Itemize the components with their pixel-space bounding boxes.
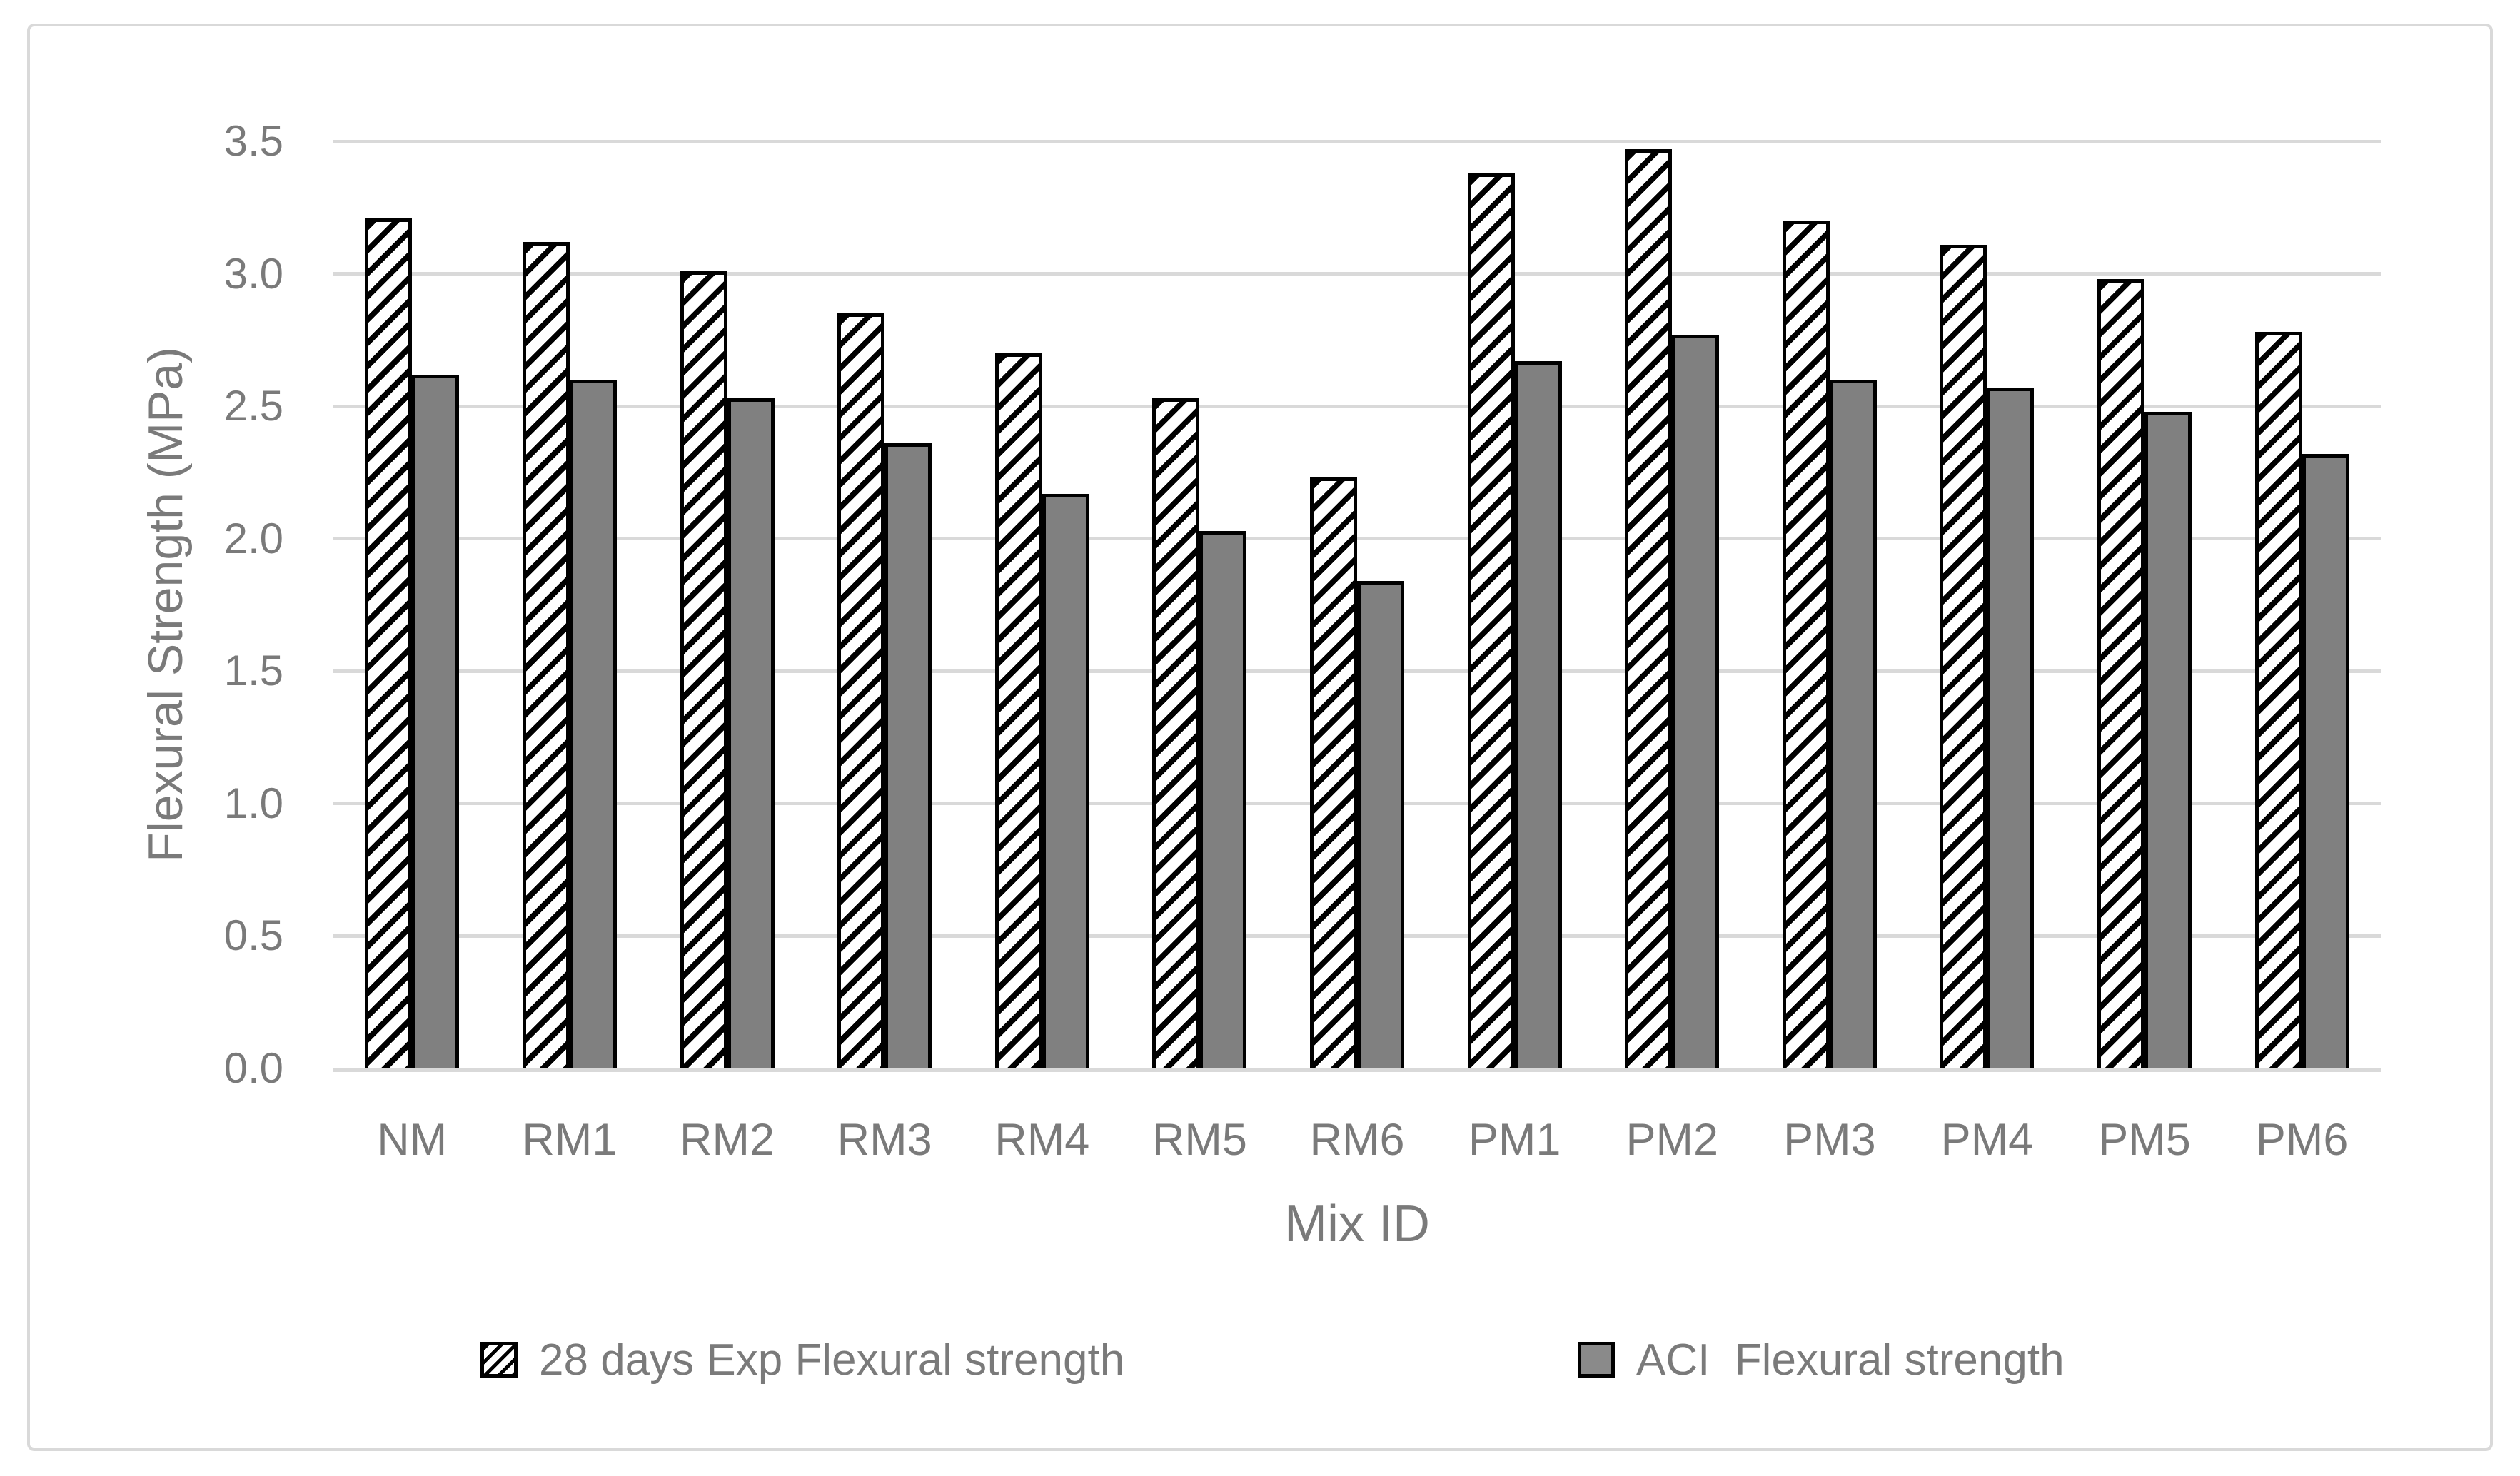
bar-exp-NM — [365, 218, 413, 1068]
bar-aci-RM6 — [1356, 581, 1404, 1068]
bar-exp-PM5 — [2097, 279, 2145, 1068]
y-tick-label-3.0: 3.0 — [223, 249, 283, 298]
bar-group-PM3 — [1751, 141, 1909, 1068]
legend-label-aci: ACI Flexural strength — [1636, 1335, 2065, 1385]
bar-exp-RM2 — [680, 271, 727, 1068]
y-tick-label-0.0: 0.0 — [223, 1044, 283, 1092]
y-tick-label-3.5: 3.5 — [223, 117, 283, 165]
y-tick-label-2.0: 2.0 — [223, 514, 283, 562]
bar-exp-RM1 — [522, 242, 570, 1068]
bar-exp-PM6 — [2254, 332, 2302, 1068]
bar-group-PM6 — [2223, 141, 2381, 1068]
plot-area — [333, 139, 2381, 1072]
gridline-3.5 — [333, 139, 2381, 143]
bar-group-PM2 — [1593, 141, 1751, 1068]
bar-group-RM5 — [1121, 141, 1279, 1068]
legend-marker-gray-icon — [1578, 1342, 1615, 1378]
x-axis-title: Mix ID — [1284, 1196, 1430, 1253]
category-label-PM5: PM5 — [2098, 1115, 2191, 1165]
bar-group-RM3 — [806, 141, 964, 1068]
bar-aci-PM2 — [1672, 334, 1720, 1068]
bar-exp-RM5 — [1152, 398, 1200, 1068]
bar-exp-PM4 — [1940, 244, 1987, 1068]
bar-exp-RM4 — [994, 353, 1042, 1068]
category-label-RM6: RM6 — [1309, 1115, 1405, 1165]
bar-group-RM2 — [648, 141, 806, 1068]
bar-aci-PM1 — [1514, 361, 1562, 1068]
bar-exp-RM3 — [837, 313, 885, 1068]
gridline-3.0 — [333, 272, 2381, 276]
category-label-RM4: RM4 — [994, 1115, 1090, 1165]
bar-aci-RM4 — [1042, 493, 1089, 1068]
legend-marker-hatched-icon — [480, 1342, 518, 1378]
bar-aci-PM4 — [1987, 388, 2035, 1068]
bar-exp-PM2 — [1625, 149, 1673, 1068]
bar-group-RM6 — [1279, 141, 1436, 1068]
category-label-PM2: PM2 — [1626, 1115, 1718, 1165]
bar-aci-NM — [412, 374, 460, 1068]
bar-exp-PM3 — [1782, 221, 1830, 1068]
bar-aci-RM2 — [727, 398, 775, 1068]
category-label-RM2: RM2 — [680, 1115, 775, 1165]
category-label-NM: NM — [377, 1115, 448, 1165]
category-label-RM1: RM1 — [522, 1115, 618, 1165]
y-tick-label-0.5: 0.5 — [223, 911, 283, 960]
bar-group-NM — [333, 141, 491, 1068]
category-label-RM5: RM5 — [1151, 1115, 1247, 1165]
bar-group-PM1 — [1436, 141, 1593, 1068]
bar-exp-RM6 — [1309, 477, 1357, 1068]
bar-aci-PM3 — [1829, 380, 1877, 1068]
y-tick-label-1.0: 1.0 — [223, 779, 283, 827]
x-axis-category-labels: NM RM1 RM2 RM3 RM4 RM5 RM6 PM1 PM2 PM3 PM4 PM5 PM6 — [333, 1115, 2381, 1165]
y-axis-tick-labels: 0.0 0.5 1.0 1.5 2.0 2.5 3.0 3.5 — [0, 120, 333, 1090]
category-label-PM4: PM4 — [1940, 1115, 2034, 1165]
gridline-0.0 — [333, 1068, 2381, 1072]
legend-item-aci: ACI Flexural strength — [1578, 1335, 2065, 1385]
bar-group-RM1 — [491, 141, 649, 1068]
bar-aci-RM1 — [569, 380, 617, 1068]
category-label-PM3: PM3 — [1783, 1115, 1876, 1165]
y-tick-label-2.5: 2.5 — [223, 382, 283, 430]
bar-group-RM4 — [963, 141, 1121, 1068]
legend-item-exp: 28 days Exp Flexural strength — [480, 1335, 1124, 1385]
legend-label-exp: 28 days Exp Flexural strength — [539, 1335, 1125, 1385]
bar-aci-RM3 — [884, 443, 932, 1068]
bar-aci-RM5 — [1199, 530, 1247, 1068]
bar-group-PM4 — [1908, 141, 2066, 1068]
gridline-2.0 — [333, 537, 2381, 541]
bar-group-PM5 — [2066, 141, 2224, 1068]
category-label-PM6: PM6 — [2255, 1115, 2349, 1165]
gridline-2.5 — [333, 404, 2381, 408]
bar-aci-PM6 — [2302, 453, 2349, 1068]
bar-aci-PM5 — [2144, 411, 2192, 1068]
bar-exp-PM1 — [1467, 173, 1515, 1068]
category-label-RM3: RM3 — [837, 1115, 932, 1165]
category-label-PM1: PM1 — [1468, 1115, 1561, 1165]
y-tick-label-1.5: 1.5 — [223, 647, 283, 695]
